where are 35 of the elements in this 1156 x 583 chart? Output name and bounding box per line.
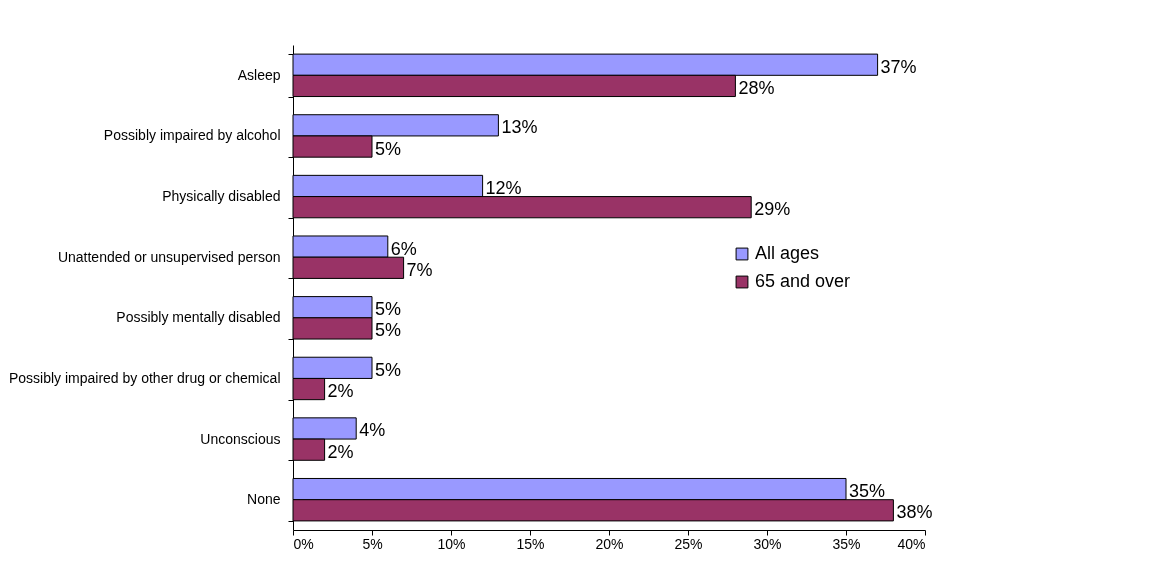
x-tick-label: 15% (516, 535, 545, 552)
x-tick-label: 30% (753, 535, 782, 552)
data-label: 28% (738, 77, 775, 98)
data-label: 6% (390, 238, 417, 259)
data-label: 7% (406, 259, 433, 280)
data-label: 5% (375, 359, 402, 380)
data-label: 4% (359, 420, 386, 441)
data-label: 29% (754, 199, 791, 220)
data-label: 5% (375, 299, 402, 320)
data-label: 2% (327, 441, 354, 462)
data-label: 2% (327, 381, 354, 402)
x-tick-label: 0% (293, 535, 314, 552)
data-label: 38% (896, 502, 933, 523)
data-label: 5% (375, 138, 402, 159)
x-tick-label: 10% (437, 535, 466, 552)
legend-label: All ages (755, 243, 820, 263)
data-label: 37% (880, 56, 917, 77)
y-tick-label: Physically disabled (162, 188, 281, 205)
x-tick-label: 40% (897, 535, 926, 552)
y-tick-label: Asleep (237, 66, 281, 83)
y-tick-label: Possibly mentally disabled (116, 309, 281, 326)
data-label: 13% (501, 117, 538, 138)
x-tick-label: 5% (362, 535, 383, 552)
y-tick-label: None (247, 491, 281, 508)
data-label: 5% (375, 320, 402, 341)
x-tick-label: 35% (832, 535, 861, 552)
data-label: 35% (849, 481, 886, 502)
y-tick-label: Possibly impaired by alcohol (103, 127, 281, 144)
y-tick-label: Unconscious (200, 430, 281, 447)
data-label: 12% (485, 177, 522, 198)
x-tick-label: 25% (674, 535, 703, 552)
legend-label: 65 and over (755, 271, 851, 291)
y-tick-label: Possibly impaired by other drug or chemical (8, 369, 281, 386)
y-tick-label: Unattended or unsupervised person (57, 248, 281, 265)
x-tick-label: 20% (595, 535, 624, 552)
